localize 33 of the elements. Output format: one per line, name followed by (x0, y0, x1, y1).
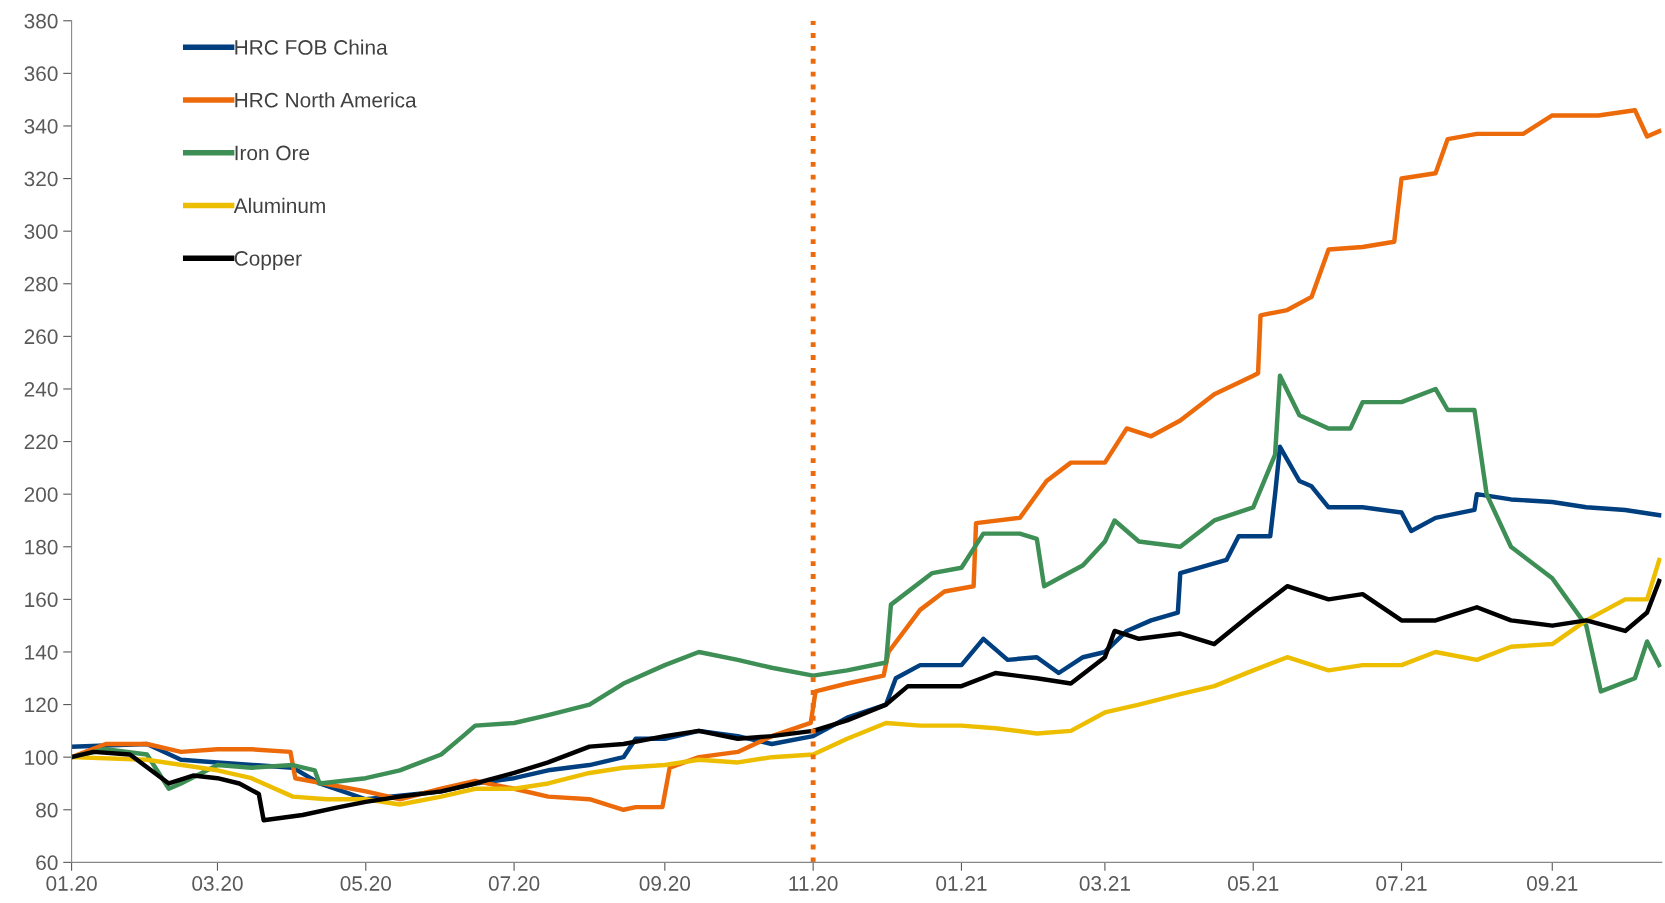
y-tick-label: 80 (36, 802, 58, 818)
x-tick-label: 09.20 (639, 876, 691, 891)
legend-label: Iron Ore (235, 145, 310, 161)
y-tick-label: 320 (24, 171, 58, 187)
y-tick-label: 220 (24, 434, 58, 450)
y-tick-label: 380 (24, 13, 58, 29)
x-tick-label: 01.21 (936, 876, 987, 891)
legend-label: HRC FOB China (235, 39, 388, 55)
x-tick-label: 09.21 (1527, 876, 1578, 891)
y-tick-label: 120 (25, 697, 58, 713)
legend-label: HRC North America (235, 92, 417, 108)
y-tick-label: 100 (25, 750, 58, 765)
x-tick-label: 07.21 (1376, 876, 1427, 891)
x-tick-label: 03.21 (1079, 876, 1130, 891)
x-tick-label: 05.21 (1227, 876, 1279, 891)
x-tick-label: 11.20 (789, 876, 838, 891)
y-tick-label: 360 (24, 66, 58, 82)
y-tick-label: 260 (24, 329, 58, 345)
y-tick-label: 340 (24, 118, 58, 134)
y-tick-label: 240 (24, 381, 58, 397)
x-tick-label: 03.20 (192, 876, 243, 891)
legend-label: Aluminum (233, 197, 325, 214)
y-tick-label: 140 (25, 644, 58, 660)
y-tick-label: 180 (25, 539, 58, 555)
x-tick-label: 01.20 (46, 876, 97, 891)
x-tick-label: 05.20 (340, 876, 392, 891)
legend-label: Copper (234, 251, 302, 270)
y-tick-label: 160 (25, 592, 58, 608)
y-tick-label: 60 (36, 855, 58, 871)
y-tick-label: 200 (24, 487, 58, 502)
y-tick-label: 280 (24, 276, 58, 292)
x-tick-label: 07.20 (488, 876, 540, 891)
y-tick-label: 300 (24, 224, 58, 239)
